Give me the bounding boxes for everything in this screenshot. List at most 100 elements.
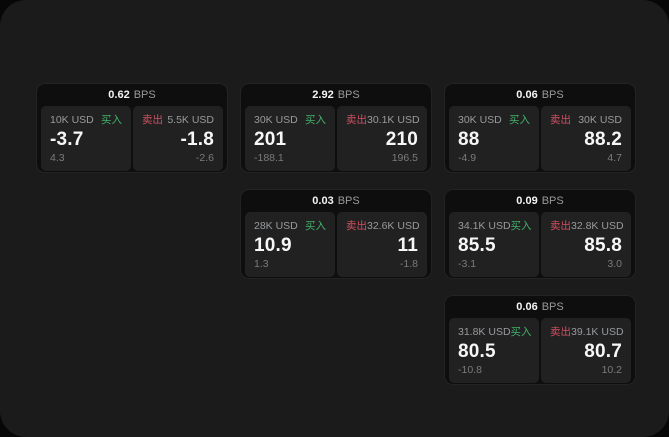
buy-delta: -3.1 [458,258,477,270]
sell-side-tag: 卖出 [550,326,571,338]
buy-quote-tile[interactable]: 10K USD 买入 -3.7 4.3 [41,106,131,171]
card-body: 30K USD 买入 88 -4.9 卖出 30K USD 88.2 4.7 [445,106,635,175]
buy-side-tag: 买入 [509,114,530,126]
spread-unit-label: BPS [541,195,564,207]
spread-value: 0.03 [312,195,334,207]
card-body: 28K USD 买入 10.9 1.3 卖出 32.6K USD 11 -1.8 [241,212,431,281]
buy-price: 201 [254,129,287,150]
tile-top-row: 30K USD 买入 [254,114,326,127]
card-body: 10K USD 买入 -3.7 4.3 卖出 5.5K USD -1.8 -2.… [37,106,227,175]
sell-notional: 5.5K USD [167,114,214,126]
buy-side-tag: 买入 [510,220,532,232]
buy-quote-tile[interactable]: 30K USD 买入 88 -4.9 [449,106,539,171]
buy-notional: 31.8K USD [458,326,511,338]
sell-price: 88.2 [584,129,622,150]
buy-delta: 1.3 [254,258,269,270]
buy-quote-tile[interactable]: 34.1K USD 买入 85.5 -3.1 [449,212,539,277]
sell-delta: 3.0 [607,258,622,270]
tile-top-row: 28K USD 买入 [254,220,326,233]
buy-delta: -188.1 [254,152,284,164]
sell-quote-tile[interactable]: 卖出 30K USD 88.2 4.7 [541,106,631,171]
sell-notional: 32.6K USD [367,220,420,232]
buy-price: 80.5 [458,341,496,362]
sell-quote-tile[interactable]: 卖出 5.5K USD -1.8 -2.6 [133,106,223,171]
spread-unit-label: BPS [541,89,564,101]
sell-price: 80.7 [584,341,622,362]
sell-notional: 30K USD [578,114,622,126]
tile-top-row: 卖出 32.8K USD [550,220,624,233]
buy-quote-tile[interactable]: 30K USD 买入 201 -188.1 [245,106,335,171]
buy-delta: -4.9 [458,152,477,164]
buy-side-tag: 买入 [305,220,326,232]
quotes-grid: 0.62 BPS 10K USD 买入 -3.7 4.3 卖出 [37,84,635,384]
sell-notional: 32.8K USD [571,220,624,232]
quote-card-4: 0.03 BPS 28K USD 买入 10.9 1.3 卖出 [241,190,431,278]
buy-notional: 30K USD [254,114,298,126]
tile-top-row: 30K USD 买入 [458,114,530,127]
quote-card-3: 0.06 BPS 30K USD 买入 88 -4.9 卖出 [445,84,635,172]
card-spread-header: 0.06 BPS [445,84,635,106]
tile-top-row: 卖出 5.5K USD [142,114,214,127]
tile-top-row: 10K USD 买入 [50,114,122,127]
card-body: 30K USD 买入 201 -188.1 卖出 30.1K USD 210 1… [241,106,431,175]
sell-side-tag: 卖出 [550,114,571,126]
spread-unit-label: BPS [337,89,360,101]
card-body: 34.1K USD 买入 85.5 -3.1 卖出 32.8K USD 85.8… [445,212,635,281]
sell-quote-tile[interactable]: 卖出 39.1K USD 80.7 10.2 [541,318,631,383]
sell-side-tag: 卖出 [346,220,367,232]
buy-price: 88 [458,129,480,150]
buy-price: 10.9 [254,235,292,256]
buy-delta: 4.3 [50,152,65,164]
buy-notional: 10K USD [50,114,94,126]
quote-card-6: 0.06 BPS 31.8K USD 买入 80.5 -10.8 卖 [445,296,635,384]
card-spread-header: 0.62 BPS [37,84,227,106]
sell-side-tag: 卖出 [550,220,571,232]
buy-price: -3.7 [50,129,84,150]
sell-delta: 196.5 [391,152,418,164]
spread-value: 2.92 [312,89,334,101]
sell-side-tag: 卖出 [142,114,163,126]
sell-notional: 30.1K USD [367,114,420,126]
tile-top-row: 31.8K USD 买入 [458,326,532,339]
buy-quote-tile[interactable]: 31.8K USD 买入 80.5 -10.8 [449,318,539,383]
card-spread-header: 0.09 BPS [445,190,635,212]
buy-notional: 34.1K USD [458,220,511,232]
sell-quote-tile[interactable]: 卖出 32.8K USD 85.8 3.0 [541,212,631,277]
buy-side-tag: 买入 [510,326,532,338]
buy-side-tag: 买入 [305,114,326,126]
spread-value: 0.06 [516,89,538,101]
card-body: 31.8K USD 买入 80.5 -10.8 卖出 39.1K USD 80.… [445,318,635,387]
tile-top-row: 卖出 30.1K USD [346,114,420,127]
sell-delta: -2.6 [195,152,214,164]
spread-unit-label: BPS [337,195,360,207]
sell-side-tag: 卖出 [346,114,367,126]
sell-price: 11 [397,235,418,256]
quote-card-1: 0.62 BPS 10K USD 买入 -3.7 4.3 卖出 [37,84,227,172]
tile-top-row: 卖出 32.6K USD [346,220,420,233]
spread-unit-label: BPS [541,301,564,313]
quote-card-5: 0.09 BPS 34.1K USD 买入 85.5 -3.1 卖出 [445,190,635,278]
buy-quote-tile[interactable]: 28K USD 买入 10.9 1.3 [245,212,335,277]
sell-price: -1.8 [180,129,214,150]
tile-top-row: 34.1K USD 买入 [458,220,532,233]
buy-notional: 30K USD [458,114,502,126]
card-spread-header: 0.03 BPS [241,190,431,212]
sell-notional: 39.1K USD [571,326,624,338]
sell-price: 210 [385,129,418,150]
sell-delta: -1.8 [399,258,418,270]
card-spread-header: 2.92 BPS [241,84,431,106]
spread-unit-label: BPS [133,89,156,101]
buy-delta: -10.8 [458,364,482,376]
spread-value: 0.62 [108,89,130,101]
tile-top-row: 卖出 30K USD [550,114,622,127]
quote-card-2: 2.92 BPS 30K USD 买入 201 -188.1 卖出 [241,84,431,172]
sell-quote-tile[interactable]: 卖出 32.6K USD 11 -1.8 [337,212,427,277]
card-spread-header: 0.06 BPS [445,296,635,318]
buy-side-tag: 买入 [101,114,122,126]
spread-value: 0.09 [516,195,538,207]
sell-quote-tile[interactable]: 卖出 30.1K USD 210 196.5 [337,106,427,171]
spread-value: 0.06 [516,301,538,313]
buy-price: 85.5 [458,235,496,256]
sell-delta: 4.7 [607,152,622,164]
